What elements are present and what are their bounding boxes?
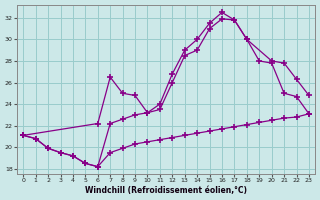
X-axis label: Windchill (Refroidissement éolien,°C): Windchill (Refroidissement éolien,°C) — [85, 186, 247, 195]
